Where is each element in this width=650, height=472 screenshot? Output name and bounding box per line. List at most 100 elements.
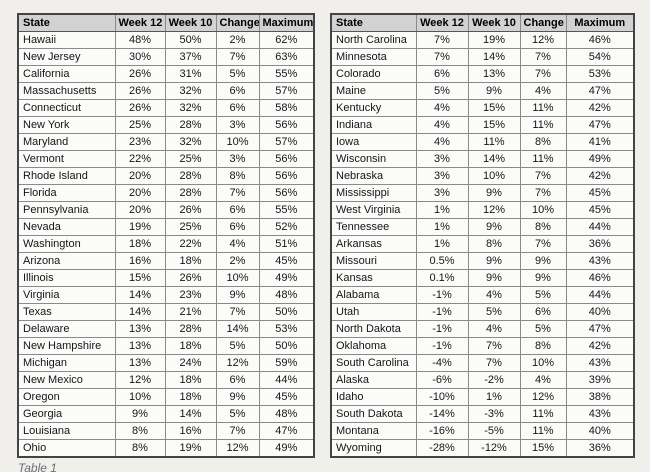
col-header-week10: Week 10 [467,13,521,32]
value-cell: 24% [164,354,217,372]
value-cell: 9% [519,252,567,270]
value-cell: 7% [467,337,521,355]
value-cell: 7% [519,167,567,185]
table-row: Arkansas 1% 8% 7% 36% [330,235,635,253]
value-cell: 10% [519,201,567,219]
value-cell: 42% [565,337,635,355]
state-cell: Illinois [17,269,116,287]
value-cell: 14% [114,303,166,321]
value-cell: 52% [258,218,315,236]
state-cell: Oklahoma [330,337,417,355]
value-cell: 56% [258,150,315,168]
table-row: Idaho -10% 1% 12% 38% [330,388,635,406]
value-cell: 15% [519,439,567,458]
state-cell: Alabama [330,286,417,304]
value-cell: -6% [415,371,469,389]
value-cell: 25% [164,218,217,236]
state-cell: Delaware [17,320,116,338]
value-cell: 40% [565,422,635,440]
value-cell: 13% [114,320,166,338]
value-cell: 4% [415,99,469,117]
value-cell: 15% [467,99,521,117]
value-cell: 22% [114,150,166,168]
value-cell: 39% [565,371,635,389]
table-row: North Dakota -1% 4% 5% 47% [330,320,635,338]
state-cell: Michigan [17,354,116,372]
col-header-change: Change [215,13,260,32]
value-cell: 45% [258,252,315,270]
value-cell: 21% [164,303,217,321]
state-cell: Pennsylvania [17,201,116,219]
state-cell: Missouri [330,252,417,270]
state-cell: Maine [330,82,417,100]
table-row: Wyoming -28% -12% 15% 36% [330,439,635,458]
value-cell: 46% [565,31,635,49]
value-cell: 9% [467,82,521,100]
value-cell: 14% [114,286,166,304]
value-cell: 7% [519,65,567,83]
value-cell: 6% [215,99,260,117]
state-cell: Florida [17,184,116,202]
value-cell: 28% [164,184,217,202]
value-cell: 18% [164,337,217,355]
value-cell: 18% [164,252,217,270]
value-cell: 11% [519,116,567,134]
state-cell: South Carolina [330,354,417,372]
value-cell: -1% [415,303,469,321]
table-row: Minnesota 7% 14% 7% 54% [330,48,635,66]
value-cell: 51% [258,235,315,253]
value-cell: 55% [258,201,315,219]
value-cell: 28% [164,320,217,338]
value-cell: 4% [467,286,521,304]
value-cell: 58% [258,99,315,117]
value-cell: 12% [114,371,166,389]
state-cell: New Mexico [17,371,116,389]
state-cell: Nevada [17,218,116,236]
value-cell: 11% [519,422,567,440]
state-cell: New York [17,116,116,134]
value-cell: 7% [215,48,260,66]
value-cell: 47% [565,116,635,134]
value-cell: -16% [415,422,469,440]
state-cell: Montana [330,422,417,440]
value-cell: 40% [565,303,635,321]
value-cell: -28% [415,439,469,458]
col-header-week12: Week 12 [114,13,166,32]
table-row: Iowa 4% 11% 8% 41% [330,133,635,151]
value-cell: 14% [467,150,521,168]
state-cell: Kansas [330,269,417,287]
table-row: Florida 20% 28% 7% 56% [17,184,315,202]
col-header-state: State [330,13,417,32]
col-header-maximum: Maximum [258,13,315,32]
value-cell: 11% [467,133,521,151]
value-cell: 54% [565,48,635,66]
value-cell: 32% [164,82,217,100]
state-cell: Maryland [17,133,116,151]
value-cell: 13% [114,337,166,355]
value-cell: 44% [565,286,635,304]
value-cell: 56% [258,184,315,202]
table-row: New Mexico 12% 18% 6% 44% [17,371,315,389]
value-cell: 25% [164,150,217,168]
value-cell: 10% [215,133,260,151]
state-cell: North Dakota [330,320,417,338]
value-cell: 6% [215,371,260,389]
table-row: Louisiana 8% 16% 7% 47% [17,422,315,440]
value-cell: 30% [114,48,166,66]
value-cell: 8% [114,422,166,440]
value-cell: 37% [164,48,217,66]
value-cell: 2% [215,31,260,49]
value-cell: 9% [215,286,260,304]
value-cell: 26% [114,82,166,100]
value-cell: 18% [114,235,166,253]
table-row: California 26% 31% 5% 55% [17,65,315,83]
value-cell: 7% [415,48,469,66]
table-row: Kentucky 4% 15% 11% 42% [330,99,635,117]
table-row: Rhode Island 20% 28% 8% 56% [17,167,315,185]
value-cell: 13% [467,65,521,83]
value-cell: 42% [565,99,635,117]
table-row: Alaska -6% -2% 4% 39% [330,371,635,389]
value-cell: 7% [467,354,521,372]
value-cell: 20% [114,167,166,185]
